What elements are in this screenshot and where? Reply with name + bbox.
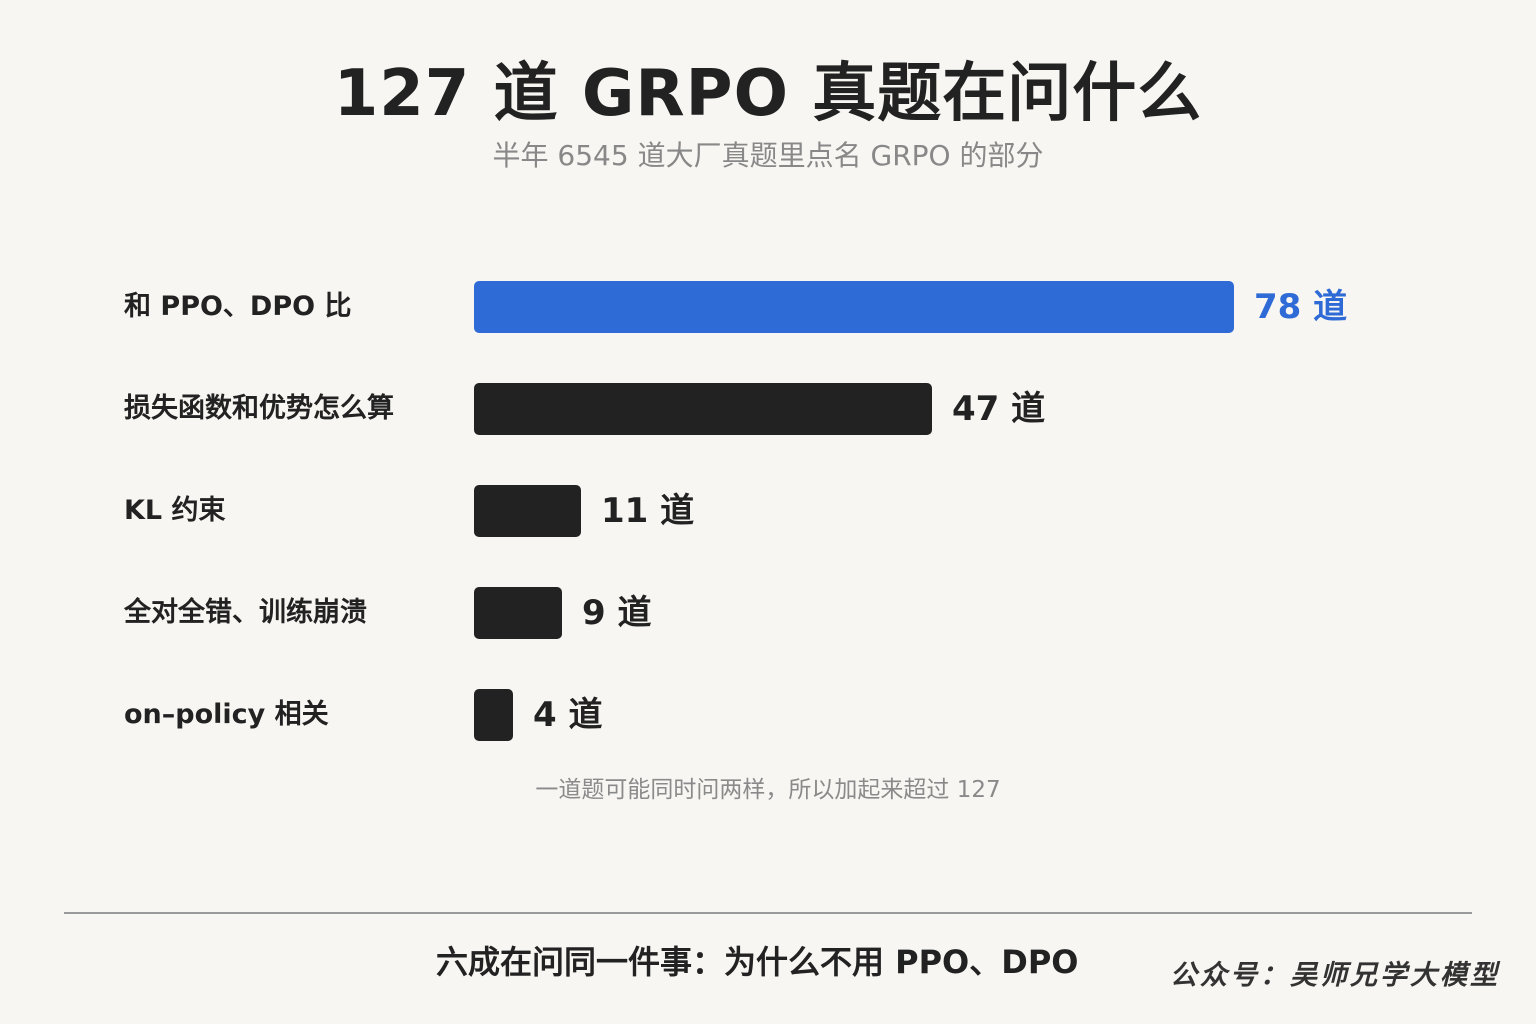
value-label: 4 道 bbox=[533, 695, 603, 735]
chart-note: 一道题可能同时问两样，所以加起来超过 127 bbox=[535, 777, 1001, 803]
bar bbox=[474, 587, 562, 639]
category-label: 全对全错、训练崩溃 bbox=[124, 597, 367, 628]
watermark-signature: 公众号：吴师兄学大模型 bbox=[1170, 960, 1500, 991]
bar bbox=[474, 383, 932, 435]
footer-summary: 六成在问同一件事：为什么不用 PPO、DPO bbox=[436, 943, 1079, 981]
footer-divider bbox=[64, 912, 1472, 914]
bar-row: KL 约束 11 道 bbox=[0, 485, 1536, 537]
value-label: 11 道 bbox=[601, 491, 695, 531]
chart-title: 127 道 GRPO 真题在问什么 bbox=[333, 57, 1203, 131]
bar bbox=[474, 689, 513, 741]
category-label: 损失函数和优势怎么算 bbox=[124, 393, 394, 424]
category-label: 和 PPO、DPO 比 bbox=[124, 291, 352, 322]
chart-subtitle: 半年 6545 道大厂真题里点名 GRPO 的部分 bbox=[492, 139, 1044, 172]
bar-row: 损失函数和优势怎么算 47 道 bbox=[0, 383, 1536, 435]
category-label: KL 约束 bbox=[124, 495, 226, 526]
bar bbox=[474, 281, 1234, 333]
value-label: 9 道 bbox=[582, 593, 652, 633]
bar-row: 全对全错、训练崩溃 9 道 bbox=[0, 587, 1536, 639]
bar bbox=[474, 485, 581, 537]
category-label: on–policy 相关 bbox=[124, 699, 329, 730]
value-label: 78 道 bbox=[1254, 287, 1348, 327]
bar-row: on–policy 相关 4 道 bbox=[0, 689, 1536, 741]
bar-row: 和 PPO、DPO 比 78 道 bbox=[0, 281, 1536, 333]
value-label: 47 道 bbox=[952, 389, 1046, 429]
